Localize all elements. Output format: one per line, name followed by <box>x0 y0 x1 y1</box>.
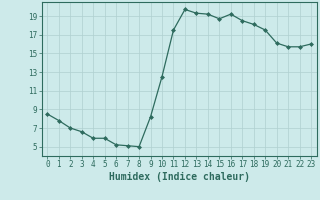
X-axis label: Humidex (Indice chaleur): Humidex (Indice chaleur) <box>109 172 250 182</box>
